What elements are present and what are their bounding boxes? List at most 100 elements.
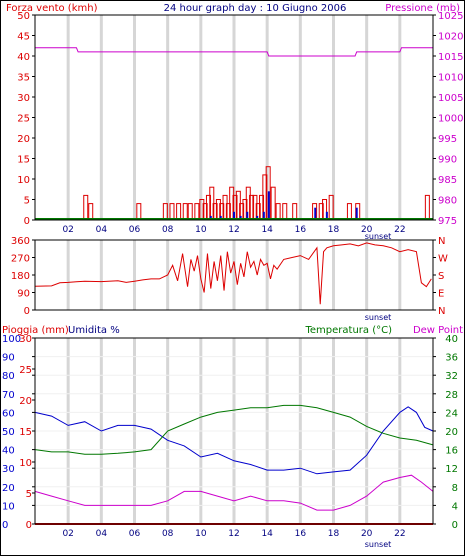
- sunset-label-wind: sunset: [365, 232, 392, 241]
- direction-tick-label: 270: [11, 254, 30, 265]
- humidity-line: [34, 406, 434, 475]
- temperature-tick-label: 36: [445, 353, 458, 364]
- pressure-line: [35, 47, 433, 57]
- humidity-tick-label: 0: [2, 520, 8, 531]
- temperature-tick-label: 12: [445, 464, 458, 475]
- x-tick-label: 08: [162, 225, 174, 235]
- dewpoint-axis-label: Dew Point: [413, 325, 463, 336]
- temperature-line: [34, 404, 434, 455]
- x-tick-label: 06: [129, 225, 141, 235]
- humidity-tick-label: 40: [2, 446, 15, 457]
- temperature-tick-label: 16: [445, 446, 458, 457]
- direction-tick-label: 360: [11, 236, 30, 247]
- compass-tick-label: W: [438, 254, 448, 265]
- x-tick-label: 02: [62, 225, 73, 235]
- temperature-axis-label: Temperatura (°C): [304, 325, 392, 336]
- x-tick-label: 10: [195, 529, 207, 539]
- x-tick-label: 10: [195, 225, 207, 235]
- pressure-tick-label: 995: [438, 134, 457, 145]
- wind-tick-label: 15: [17, 155, 30, 166]
- rain-tick-label: 0: [26, 520, 32, 531]
- temperature-tick-label: 28: [445, 390, 458, 401]
- pressure-tick-label: 990: [438, 155, 457, 166]
- rain-tick-label: 20: [19, 396, 32, 407]
- rain-tick-label: 10: [19, 458, 32, 469]
- direction-grid: [66, 240, 402, 310]
- gust-bar: [233, 211, 235, 220]
- rain-axis-label: Pioggia (mm): [2, 325, 69, 336]
- x-tick-label: 06: [129, 529, 141, 539]
- x-tick-label: 12: [228, 529, 239, 539]
- wind-axis-label: Forza vento (kmh): [6, 3, 98, 14]
- pressure-axis-label: Pressione (mb): [385, 3, 460, 14]
- wind-tick-label: 0: [24, 216, 30, 227]
- compass-tick-label: S: [438, 271, 444, 282]
- gust-bar: [267, 191, 270, 220]
- humidity-tick-label: 50: [2, 427, 15, 438]
- gust-bar: [246, 211, 249, 220]
- direction-tick-label: 180: [11, 271, 30, 282]
- temperature-tick-label: 32: [445, 371, 458, 382]
- temperature-tick-label: 20: [445, 427, 458, 438]
- x-tick-label: 16: [295, 225, 307, 235]
- temperature-tick-label: 40: [445, 334, 458, 345]
- wind-tick-label: 20: [17, 134, 30, 145]
- x-tick-label: 18: [328, 529, 340, 539]
- gust-bar: [219, 215, 222, 220]
- pressure-tick-label: 975: [438, 216, 457, 227]
- compass-tick-label: E: [438, 289, 444, 300]
- x-tick-label: 04: [96, 529, 108, 539]
- humidity-tick-label: 90: [2, 353, 15, 364]
- compass-tick-label: N: [438, 306, 445, 317]
- wind-tick-label: 35: [17, 73, 30, 84]
- humidity-tick-label: 10: [2, 501, 15, 512]
- gust-bar: [325, 211, 328, 220]
- gust-bar: [314, 207, 317, 220]
- chart-title: 24 hour graph day : 10 Giugno 2006: [164, 3, 347, 14]
- pressure-tick-label: 980: [438, 196, 457, 207]
- temp-grid: [35, 338, 433, 524]
- x-tick-label: 20: [361, 225, 373, 235]
- rain-tick-label: 5: [26, 489, 32, 500]
- direction-tick-label: 90: [17, 289, 30, 300]
- wind-tick-label: 10: [17, 175, 30, 186]
- pressure-tick-label: 1015: [438, 52, 463, 63]
- humidity-tick-label: 30: [2, 464, 15, 475]
- pressure-tick-label: 1000: [438, 114, 463, 125]
- wind-tick-label: 25: [17, 114, 30, 125]
- pressure-tick-label: 1020: [438, 32, 463, 43]
- sunset-label-temp: sunset: [365, 540, 392, 549]
- rain-tick-label: 30: [19, 334, 32, 345]
- wind-direction-plot: [34, 242, 432, 305]
- temperature-tick-label: 8: [452, 483, 458, 494]
- pressure-tick-label: 1025: [438, 11, 463, 22]
- x-tick-label: 02: [62, 529, 73, 539]
- wind-pressure-plot: [35, 47, 433, 221]
- humidity-tick-label: 100: [2, 334, 21, 345]
- gust-bar: [262, 211, 265, 220]
- wind-tick-label: 5: [24, 196, 30, 207]
- pressure-tick-label: 985: [438, 175, 457, 186]
- rain-tick-label: 15: [19, 427, 32, 438]
- wind-tick-label: 40: [17, 52, 30, 63]
- gust-bar: [256, 215, 259, 220]
- humidity-axis-label: Umidita %: [68, 325, 120, 336]
- humidity-tick-label: 60: [2, 408, 15, 419]
- compass-tick-label: N: [438, 236, 445, 247]
- temperature-tick-label: 0: [452, 520, 458, 531]
- rain-tick-label: 25: [19, 365, 32, 376]
- humidity-tick-label: 20: [2, 483, 15, 494]
- dewpoint-line: [34, 474, 434, 511]
- tick-labels: 5045403530252015105010251020101510101005…: [2, 11, 463, 539]
- direction-line: [34, 242, 432, 305]
- x-tick-label: 04: [96, 225, 108, 235]
- pressure-tick-label: 1005: [438, 93, 463, 104]
- temperature-tick-label: 4: [452, 501, 458, 512]
- x-tick-label: 22: [394, 225, 405, 235]
- humidity-tick-label: 70: [2, 390, 15, 401]
- x-tick-label: 14: [261, 225, 273, 235]
- wind-tick-label: 50: [17, 11, 30, 22]
- wind-tick-label: 45: [17, 32, 30, 43]
- x-tick-label: 22: [394, 529, 405, 539]
